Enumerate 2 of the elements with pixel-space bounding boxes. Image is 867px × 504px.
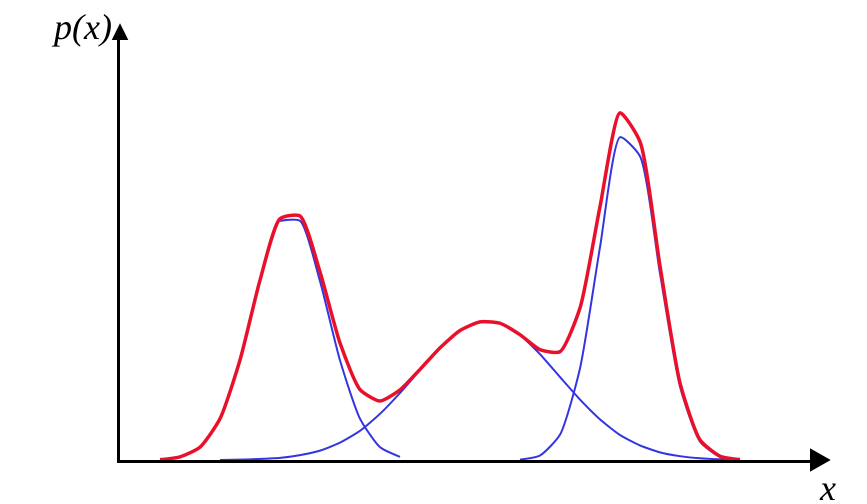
y-axis-title: p(x) [51,7,112,47]
x-axis-title: x [819,468,836,504]
